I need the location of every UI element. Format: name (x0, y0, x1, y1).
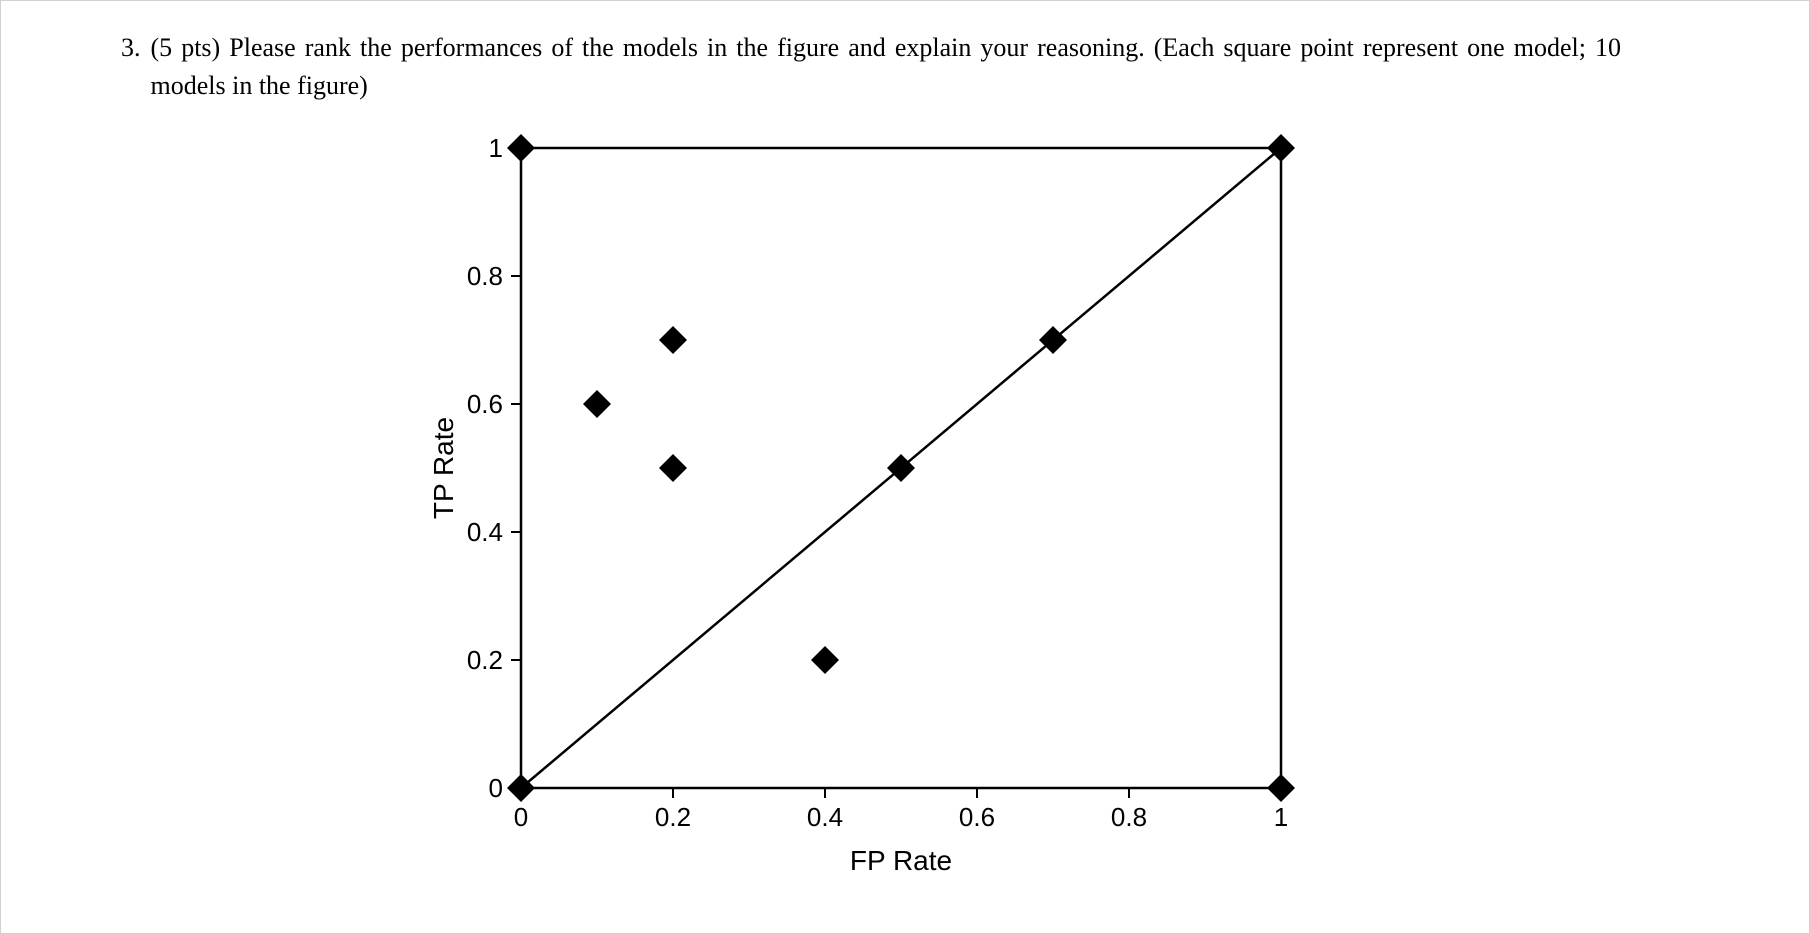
y-tick-label: 0.8 (467, 261, 503, 291)
question-block: 3. (5 pts) Please rank the performances … (121, 29, 1621, 104)
x-tick-label: 1 (1274, 802, 1288, 832)
roc-chart-svg: 0 0.2 0.4 0.6 0.8 1 0 0.2 0.4 0.6 0.8 1 FP Rate TP Ra… (401, 118, 1341, 878)
y-axis-label: TP Rate (428, 417, 459, 519)
y-tick-label: 0.2 (467, 645, 503, 675)
question-text: (5 pts) Please rank the performances of … (151, 29, 1622, 104)
x-tick-label: 0 (514, 802, 528, 832)
question-body: Please rank the performances of the mode… (151, 33, 1622, 100)
question-points: (5 pts) (151, 33, 221, 62)
y-tick-label: 0.6 (467, 389, 503, 419)
x-axis-label: FP Rate (850, 845, 952, 876)
y-tick-label: 0 (489, 773, 503, 803)
page: 3. (5 pts) Please rank the performances … (0, 0, 1810, 934)
x-tick-label: 0.6 (959, 802, 995, 832)
chart-background (401, 118, 1341, 878)
question-number: 3. (121, 29, 141, 104)
x-tick-label: 0.2 (655, 802, 691, 832)
x-tick-label: 0.8 (1111, 802, 1147, 832)
y-tick-label: 1 (489, 133, 503, 163)
roc-figure: 0 0.2 0.4 0.6 0.8 1 0 0.2 0.4 0.6 0.8 1 FP Rate TP Ra… (401, 118, 1719, 883)
y-tick-label: 0.4 (467, 517, 503, 547)
x-tick-label: 0.4 (807, 802, 843, 832)
